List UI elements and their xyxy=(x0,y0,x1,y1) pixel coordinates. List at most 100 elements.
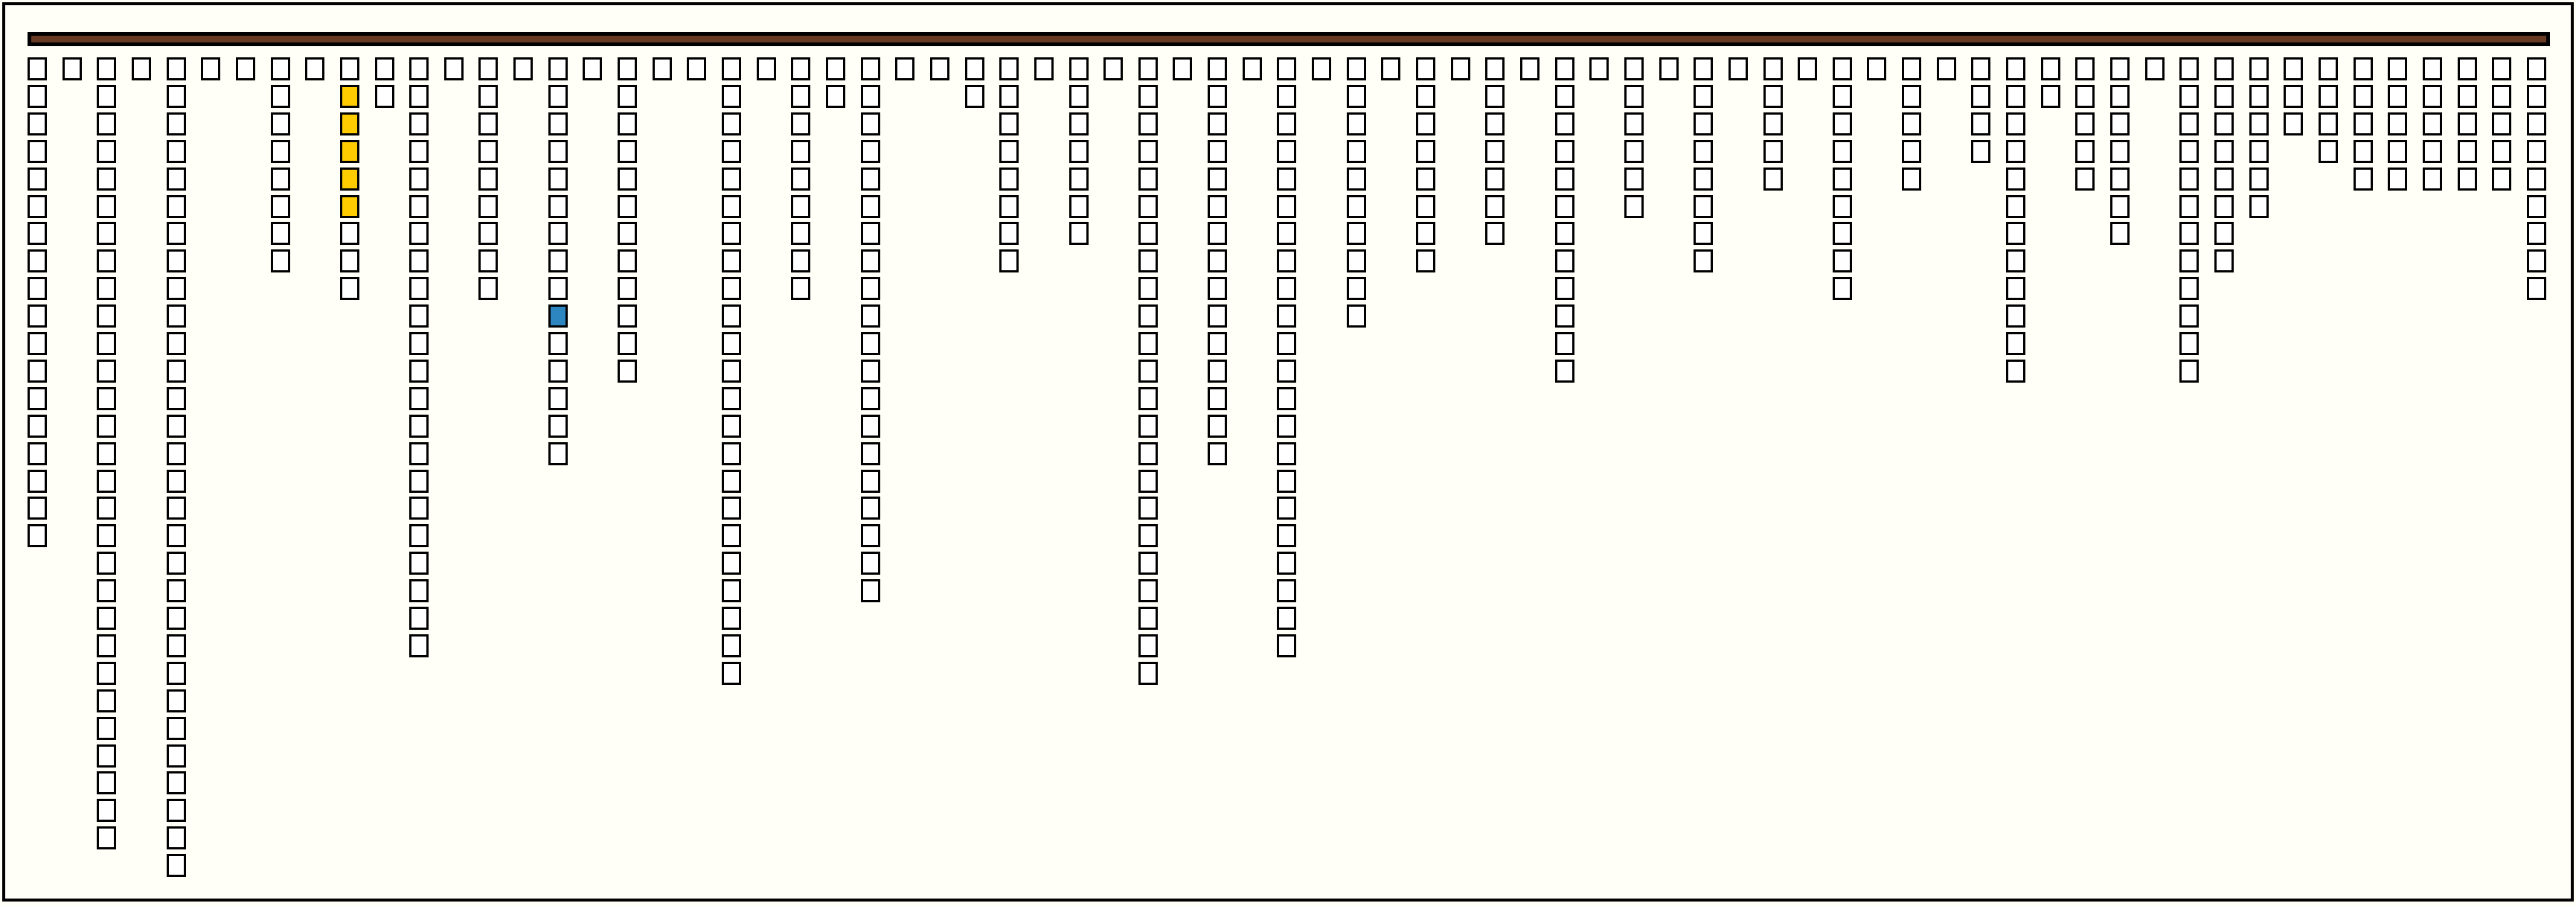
cell[interactable] xyxy=(548,332,568,355)
cell[interactable] xyxy=(478,277,498,300)
cell[interactable] xyxy=(167,168,186,191)
cell[interactable] xyxy=(340,222,359,245)
cell[interactable] xyxy=(2110,112,2130,135)
cell[interactable] xyxy=(1277,634,1296,657)
cell[interactable] xyxy=(791,195,810,218)
cell[interactable] xyxy=(1485,140,1505,163)
cell[interactable] xyxy=(409,360,429,383)
cell[interactable] xyxy=(271,112,290,135)
cell[interactable] xyxy=(1971,57,1990,80)
cell[interactable] xyxy=(1138,607,1158,630)
cell[interactable] xyxy=(548,168,568,191)
cell[interactable] xyxy=(791,85,810,108)
cell[interactable] xyxy=(132,57,151,80)
cell[interactable] xyxy=(1902,57,1921,80)
cell[interactable] xyxy=(1381,57,1400,80)
cell[interactable] xyxy=(861,112,880,135)
cell[interactable] xyxy=(2179,57,2199,80)
cell[interactable] xyxy=(167,140,186,163)
cell[interactable] xyxy=(1971,85,1990,108)
cell[interactable] xyxy=(1277,57,1296,80)
cell[interactable] xyxy=(548,387,568,410)
cell[interactable] xyxy=(1069,112,1089,135)
cell[interactable] xyxy=(1277,607,1296,630)
cell[interactable] xyxy=(861,387,880,410)
cell[interactable] xyxy=(861,277,880,300)
cell[interactable] xyxy=(28,304,47,328)
cell[interactable] xyxy=(2249,168,2269,191)
cell[interactable] xyxy=(722,222,741,245)
cell[interactable] xyxy=(271,222,290,245)
cell[interactable] xyxy=(2006,57,2025,80)
cell[interactable] xyxy=(167,497,186,520)
cell[interactable] xyxy=(478,168,498,191)
cell[interactable] xyxy=(618,112,637,135)
cell[interactable] xyxy=(409,195,429,218)
cell[interactable] xyxy=(1937,57,1956,80)
cell[interactable] xyxy=(167,85,186,108)
cell[interactable] xyxy=(2179,140,2199,163)
cell[interactable] xyxy=(1902,140,1921,163)
cell[interactable] xyxy=(97,607,116,630)
cell[interactable] xyxy=(2388,168,2407,191)
cell[interactable] xyxy=(548,249,568,272)
cell[interactable] xyxy=(548,85,568,108)
cell[interactable] xyxy=(2006,249,2025,272)
cell[interactable] xyxy=(97,85,116,108)
cell[interactable] xyxy=(861,85,880,108)
cell[interactable] xyxy=(2006,168,2025,191)
cell[interactable] xyxy=(409,607,429,630)
cell[interactable] xyxy=(826,85,845,108)
cell[interactable] xyxy=(1416,140,1435,163)
cell[interactable] xyxy=(271,140,290,163)
cell[interactable] xyxy=(722,168,741,191)
cell[interactable] xyxy=(1798,57,1817,80)
cell[interactable] xyxy=(97,168,116,191)
cell[interactable] xyxy=(97,277,116,300)
cell[interactable] xyxy=(2110,222,2130,245)
cell[interactable] xyxy=(97,140,116,163)
cell[interactable] xyxy=(167,826,186,849)
cell[interactable] xyxy=(1763,57,1783,80)
cell[interactable] xyxy=(1833,195,1852,218)
cell[interactable] xyxy=(2110,140,2130,163)
cell[interactable] xyxy=(791,249,810,272)
cell[interactable] xyxy=(167,552,186,575)
cell[interactable] xyxy=(2179,332,2199,355)
cell[interactable] xyxy=(1902,168,1921,191)
cell[interactable] xyxy=(1694,249,1713,272)
cell[interactable] xyxy=(1347,195,1366,218)
cell[interactable] xyxy=(861,497,880,520)
cell[interactable] xyxy=(2110,195,2130,218)
cell[interactable] xyxy=(1138,497,1158,520)
cell[interactable] xyxy=(271,57,290,80)
cell[interactable] xyxy=(1833,57,1852,80)
cell[interactable] xyxy=(409,85,429,108)
cell[interactable] xyxy=(2249,112,2269,135)
cell[interactable] xyxy=(999,140,1019,163)
cell[interactable] xyxy=(28,524,47,547)
cell[interactable] xyxy=(2319,112,2338,135)
cell[interactable] xyxy=(791,112,810,135)
cell[interactable] xyxy=(478,57,498,80)
cell[interactable] xyxy=(826,57,845,80)
cell[interactable] xyxy=(28,442,47,465)
cell[interactable] xyxy=(1208,140,1227,163)
cell[interactable] xyxy=(409,442,429,465)
cell[interactable] xyxy=(1347,112,1366,135)
cell[interactable] xyxy=(409,524,429,547)
cell[interactable] xyxy=(2458,85,2477,108)
cell[interactable] xyxy=(478,222,498,245)
cell[interactable] xyxy=(478,85,498,108)
cell[interactable] xyxy=(1555,277,1574,300)
cell[interactable] xyxy=(861,442,880,465)
cell[interactable] xyxy=(1694,195,1713,218)
cell[interactable] xyxy=(2492,140,2511,163)
cell[interactable] xyxy=(409,57,429,80)
cell[interactable] xyxy=(97,826,116,849)
cell[interactable] xyxy=(2527,222,2546,245)
cell[interactable] xyxy=(1833,112,1852,135)
cell[interactable] xyxy=(167,249,186,272)
cell[interactable] xyxy=(1277,552,1296,575)
cell[interactable] xyxy=(97,662,116,685)
